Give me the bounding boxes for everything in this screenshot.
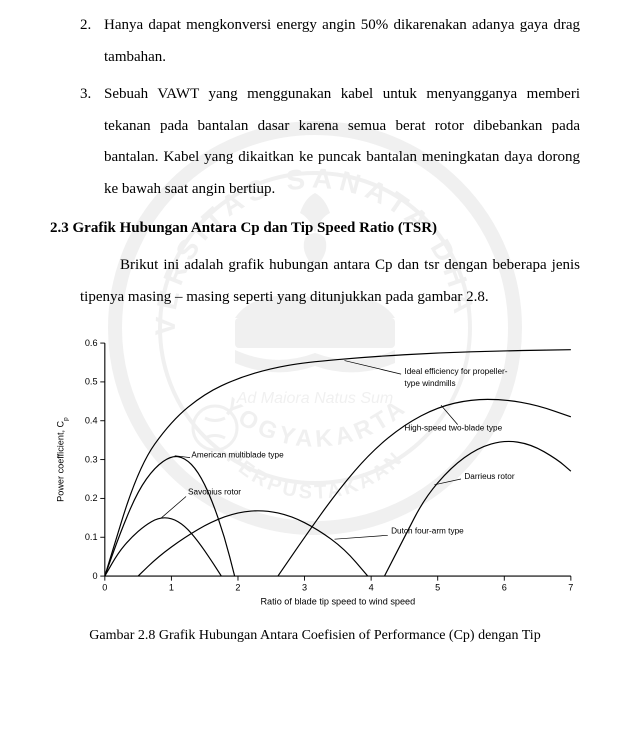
list-text: Hanya dapat mengkonversi energy angin 50… (104, 10, 580, 73)
svg-text:5: 5 (435, 583, 440, 593)
svg-text:type windmills: type windmills (404, 379, 455, 388)
svg-text:7: 7 (568, 583, 573, 593)
svg-text:Ratio of blade tip speed to wi: Ratio of blade tip speed to wind speed (260, 596, 415, 606)
svg-text:American multiblade type: American multiblade type (191, 451, 284, 460)
svg-text:0.5: 0.5 (85, 377, 98, 387)
intro-paragraph: Brikut ini adalah grafik hubungan antara… (80, 250, 580, 313)
svg-text:Power coefficient, Cp: Power coefficient, Cp (56, 417, 69, 502)
svg-text:6: 6 (502, 583, 507, 593)
svg-text:Savonius rotor: Savonius rotor (188, 488, 241, 497)
svg-text:3: 3 (302, 583, 307, 593)
svg-text:High-speed two-blade type: High-speed two-blade type (404, 423, 502, 432)
cp-tsr-chart: 0 1 2 3 4 5 6 7 0 0.1 0.2 0.3 0.4 0.5 0.6 Ratio of blad… (50, 321, 580, 621)
list-item-2: 2. Hanya dapat mengkonversi energy angin… (80, 10, 580, 73)
svg-text:Darrieus rotor: Darrieus rotor (464, 472, 515, 481)
svg-text:0.1: 0.1 (85, 532, 98, 542)
list-text: Sebuah VAWT yang menggunakan kabel untuk… (104, 79, 580, 205)
svg-text:Ideal efficiency for propeller: Ideal efficiency for propeller- (404, 367, 507, 376)
svg-text:Dutch four-arm type: Dutch four-arm type (391, 526, 464, 535)
svg-text:0: 0 (92, 571, 97, 581)
svg-text:0.3: 0.3 (85, 454, 98, 464)
svg-text:0: 0 (102, 583, 107, 593)
svg-text:1: 1 (169, 583, 174, 593)
list-number: 3. (80, 79, 104, 205)
list-item-3: 3. Sebuah VAWT yang menggunakan kabel un… (80, 79, 580, 205)
svg-text:4: 4 (369, 583, 374, 593)
figure-caption: Gambar 2.8 Grafik Hubungan Antara Coefis… (50, 625, 580, 647)
list-number: 2. (80, 10, 104, 73)
svg-text:0.2: 0.2 (85, 493, 98, 503)
section-heading: 2.3 Grafik Hubungan Antara Cp dan Tip Sp… (50, 215, 580, 242)
svg-text:0.6: 0.6 (85, 338, 98, 348)
svg-text:0.4: 0.4 (85, 415, 98, 425)
svg-text:2: 2 (235, 583, 240, 593)
